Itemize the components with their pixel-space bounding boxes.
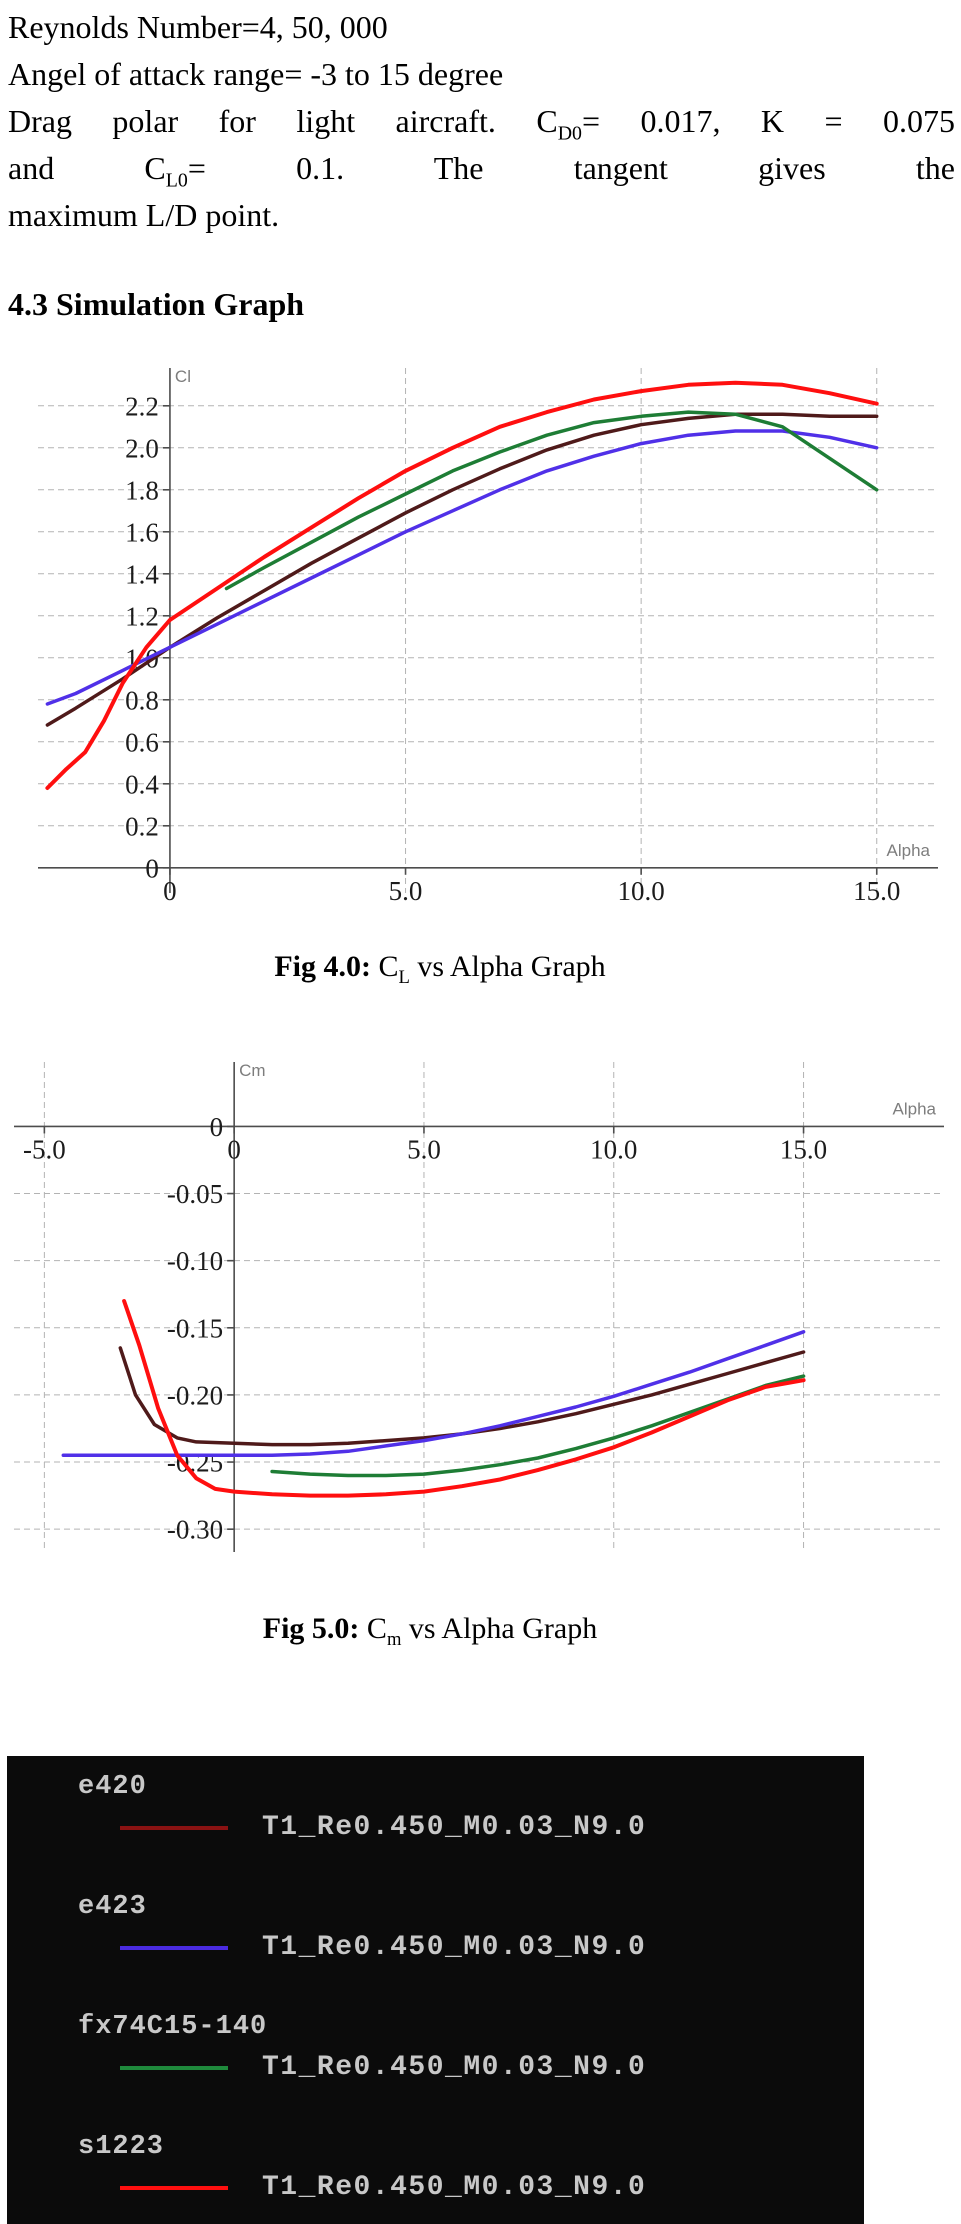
svg-text:0: 0 [163,876,177,906]
cl-subscript: L [398,967,410,988]
svg-text:Cl: Cl [175,368,191,386]
drag-polar-line-2: and CL0= 0.1. The tangent gives the [8,150,956,192]
intro-text-block: Reynolds Number=4, 50, 000 Angel of atta… [8,4,955,239]
svg-text:5.0: 5.0 [407,1134,441,1164]
svg-text:10.0: 10.0 [590,1134,637,1164]
svg-text:-0.10: -0.10 [167,1246,223,1276]
svg-text:5.0: 5.0 [389,876,423,906]
legend-entry-e423: e423 T1_Re0.450_M0.03_N9.0 [7,1892,864,2012]
fig5-caption: Fig 5.0: Cm vs Alpha Graph [262,1612,598,1650]
svg-text:2.0: 2.0 [125,433,159,463]
svg-text:Alpha: Alpha [893,1099,937,1118]
airfoil-name: fx74C15-140 [78,2012,268,2042]
airfoil-name: s1223 [78,2132,165,2162]
airfoil-name: e423 [78,1892,147,1922]
svg-text:Cm: Cm [239,1062,265,1080]
cl-vs-alpha-chart: 00.20.40.60.81.01.21.41.61.82.02.20 5.0 10… [38,368,938,928]
legend-color-line [120,2185,228,2190]
fig4-caption: Fig 4.0: CL vs Alpha Graph [274,950,606,988]
svg-text:0: 0 [145,853,159,883]
legend-color-line [120,1945,228,1950]
cm-subscript: m [386,1629,402,1650]
airfoil-name: e420 [78,1772,147,1802]
svg-text:1.4: 1.4 [125,559,159,589]
section-heading: 4.3 Simulation Graph [8,286,305,322]
cd0-subscript: D0 [557,122,582,145]
svg-text:2.2: 2.2 [125,391,159,421]
polar-run-label: T1_Re0.450_M0.03_N9.0 [262,1812,647,1843]
svg-text:-0.20: -0.20 [167,1380,223,1410]
svg-text:-0.15: -0.15 [167,1313,223,1343]
legend-entry-e420: e420 T1_Re0.450_M0.03_N9.0 [7,1772,864,1892]
svg-text:-0.30: -0.30 [167,1515,223,1545]
svg-text:0.4: 0.4 [125,769,159,799]
legend-color-line [120,2065,228,2070]
angle-of-attack-line: Angel of attack range= -3 to 15 degree [8,56,504,92]
svg-text:-0.05: -0.05 [167,1179,223,1209]
fig4-label: Fig 4.0: [274,950,371,983]
svg-text:1.2: 1.2 [125,601,159,631]
reynolds-number-line: Reynolds Number=4, 50, 000 [8,9,388,45]
legend-color-line [120,1825,228,1830]
cm-vs-alpha-chart: 0-0.05-0.10-0.15-0.20-0.25-0.30-5.0 0 5.0 1… [14,1062,944,1552]
legend-entry-s1223: s1223 T1_Re0.450_M0.03_N9.0 [7,2132,864,2224]
fig5-label: Fig 5.0: [262,1612,360,1645]
svg-text:0: 0 [227,1134,241,1164]
svg-text:-5.0: -5.0 [23,1134,66,1164]
svg-text:10.0: 10.0 [618,876,665,906]
svg-text:Alpha: Alpha [887,841,931,860]
drag-polar-line-1: Drag polar for light aircraft. CD0= 0.01… [8,103,956,145]
polar-run-label: T1_Re0.450_M0.03_N9.0 [262,2172,647,2203]
drag-polar-line-3: maximum L/D point. [8,197,280,233]
svg-text:0: 0 [210,1112,224,1142]
polar-run-label: T1_Re0.450_M0.03_N9.0 [262,2052,647,2083]
legend-entry-fx74c15-140: fx74C15-140 T1_Re0.450_M0.03_N9.0 [7,2012,864,2132]
airfoil-legend-panel: e420 T1_Re0.450_M0.03_N9.0 e423 T1_Re0.4… [7,1756,864,2224]
polar-run-label: T1_Re0.450_M0.03_N9.0 [262,1932,647,1963]
svg-text:15.0: 15.0 [780,1134,827,1164]
svg-text:0.6: 0.6 [125,727,159,757]
svg-text:0.2: 0.2 [125,811,159,841]
cl0-subscript: L0 [165,169,188,192]
svg-text:0.8: 0.8 [125,685,159,715]
svg-text:15.0: 15.0 [853,876,900,906]
svg-text:1.6: 1.6 [125,517,159,547]
svg-text:1.8: 1.8 [125,475,159,505]
